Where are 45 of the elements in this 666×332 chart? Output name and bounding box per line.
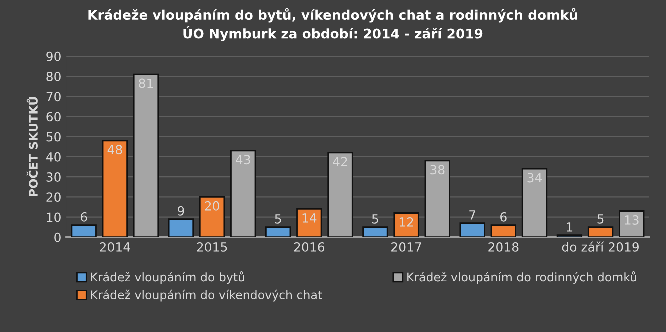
- bar: [490, 224, 516, 238]
- y-tick-label: 60: [46, 112, 61, 122]
- y-axis-title: POČET SKUTKŮ: [26, 97, 38, 196]
- bar: [168, 218, 194, 238]
- y-tick-label: 0: [54, 232, 61, 242]
- bar: [265, 226, 292, 238]
- data-label: 48: [108, 145, 122, 155]
- data-label: 1: [567, 222, 573, 232]
- data-label: 5: [275, 214, 282, 224]
- y-tick-label: 10: [47, 212, 61, 222]
- legend-label: Krádež vloupáním do bytů: [91, 272, 244, 284]
- x-tick-label: do září 2019: [562, 242, 639, 252]
- bar: [71, 224, 97, 238]
- x-tick-label: 2015: [197, 242, 228, 252]
- bar: [460, 222, 486, 238]
- y-tick-label: 40: [46, 152, 61, 162]
- x-tick-label: 2018: [488, 242, 519, 252]
- y-tick-label: 80: [46, 72, 61, 82]
- bar: [296, 208, 322, 238]
- y-tick-label: 20: [46, 192, 61, 202]
- bar: [102, 140, 128, 238]
- data-label: 6: [500, 212, 507, 222]
- data-label: 7: [470, 210, 476, 220]
- y-tick-label: 70: [46, 92, 61, 102]
- x-tick-label: 2014: [100, 242, 130, 252]
- y-tick-label: 50: [46, 132, 61, 142]
- x-tick-label: 2016: [294, 242, 325, 252]
- bar: [394, 212, 420, 238]
- data-label: 6: [80, 212, 88, 222]
- data-label: 5: [372, 214, 378, 224]
- x-tick-label: 2017: [392, 242, 422, 252]
- chart-title: Krádeže vloupáním do bytů, víkendových chat a rodinných domků ÚO Nymburk za období: 2014 - září 2019: [88, 8, 578, 42]
- bar: [588, 226, 614, 238]
- data-label: 9: [178, 206, 184, 216]
- data-label: 20: [205, 201, 220, 211]
- bar: [556, 234, 583, 238]
- y-tick-label: 90: [46, 52, 61, 62]
- data-label: 5: [598, 214, 604, 224]
- data-label: 14: [302, 214, 317, 223]
- legend-label: Krádež vloupáním do rodinných domků: [408, 272, 636, 284]
- legend-label: Krádež vloupáním do víkendových chat: [91, 290, 322, 302]
- y-tick-label: 30: [46, 172, 61, 182]
- bar: [199, 196, 226, 238]
- bar: [362, 226, 388, 238]
- data-label: 12: [400, 217, 414, 227]
